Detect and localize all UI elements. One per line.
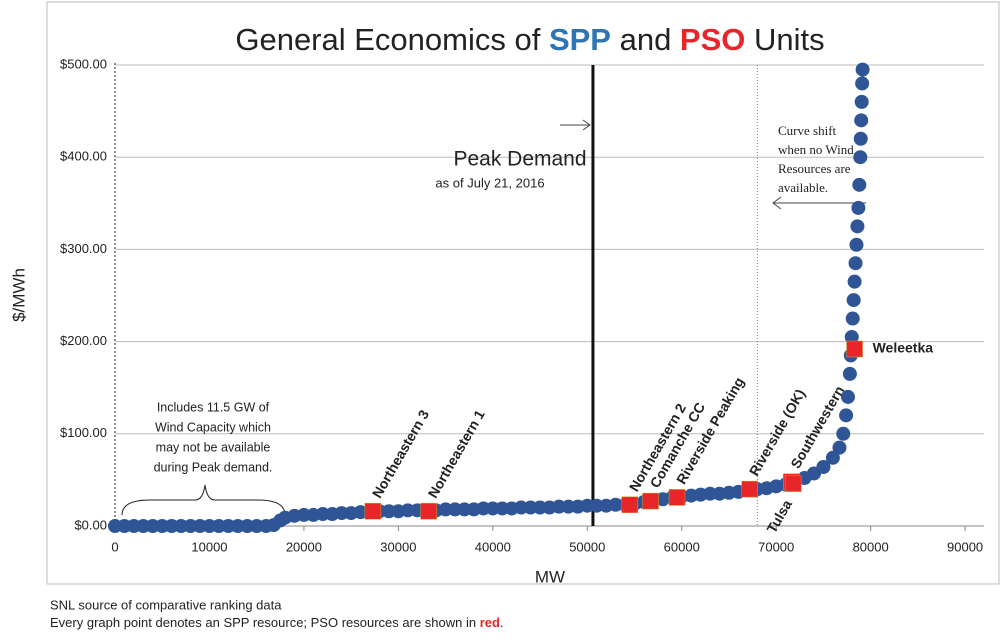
pso-point <box>364 502 382 520</box>
pso-point <box>846 340 863 358</box>
footnote-part: . <box>500 615 504 630</box>
point-label: Northeastern 1 <box>425 407 488 501</box>
data-point <box>840 389 855 404</box>
x-tick-label: 30000 <box>380 539 416 554</box>
annotation: Curve shift <box>778 123 837 138</box>
data-point <box>850 219 865 234</box>
annotation: Peak Demand <box>453 148 586 171</box>
footnote: Every graph point denotes an SPP resourc… <box>50 615 504 630</box>
footnote-part: Every graph point denotes an SPP resourc… <box>50 615 480 630</box>
data-point <box>832 440 847 455</box>
annotation: Resources are <box>778 161 851 176</box>
data-point <box>849 237 864 252</box>
peak-arrow <box>560 119 591 131</box>
annotation: during Peak demand. <box>154 460 273 474</box>
pso-point <box>642 492 659 510</box>
data-point <box>839 408 854 423</box>
pso-point <box>784 475 802 492</box>
title-part: PSO <box>680 22 745 57</box>
point-label: Northeastern 3 <box>369 407 432 501</box>
data-point <box>847 274 862 289</box>
pso-point <box>420 502 437 520</box>
data-point <box>855 76 870 91</box>
wind-brace <box>121 484 286 516</box>
data-point <box>836 426 851 441</box>
data-point <box>825 450 840 465</box>
annotation: available. <box>778 180 828 195</box>
data-point <box>845 311 860 326</box>
x-tick-label: 20000 <box>286 539 322 554</box>
pso-point <box>668 489 686 506</box>
x-tick-label: 10000 <box>191 539 227 554</box>
footnote-part: red <box>480 615 500 630</box>
data-point <box>854 94 869 109</box>
data-point <box>852 177 867 192</box>
x-tick-label: 50000 <box>569 539 605 554</box>
x-tick-label: 0 <box>111 539 118 554</box>
annotation: as of July 21, 2016 <box>435 175 544 190</box>
annotation: Wind Capacity which <box>155 420 271 434</box>
data-point <box>816 459 831 474</box>
y-tick-label: $500.00 <box>60 56 107 71</box>
x-tick-label: 90000 <box>947 539 983 554</box>
data-point <box>855 62 870 77</box>
x-tick-label: 60000 <box>664 539 700 554</box>
data-point <box>842 366 857 381</box>
shift-arrow <box>772 196 866 210</box>
pso-point <box>621 496 639 514</box>
point-label: Tulsa <box>763 497 795 536</box>
title-part: General Economics of <box>235 22 549 57</box>
data-point <box>853 150 868 165</box>
chart-title: General Economics of SPP and PSO Units <box>235 22 824 57</box>
title-part: Units <box>745 22 824 57</box>
data-point <box>848 256 863 271</box>
footnote: SNL source of comparative ranking data <box>50 597 282 612</box>
annotation: when no Wind <box>778 142 854 157</box>
x-tick-label: 70000 <box>758 539 794 554</box>
data-point <box>853 131 868 146</box>
annotation: Includes 11.5 GW of <box>157 400 270 414</box>
x-tick-label: 40000 <box>475 539 511 554</box>
data-point <box>846 293 861 308</box>
title-part: SPP <box>549 22 611 57</box>
title-part: and <box>611 22 680 57</box>
chart-frame <box>46 1 1000 585</box>
y-tick-label: $200.00 <box>60 333 107 348</box>
annotation: may not be available <box>156 440 271 454</box>
y-tick-label: $100.00 <box>60 425 107 440</box>
point-label: Weleetka <box>873 340 934 356</box>
y-tick-label: $400.00 <box>60 149 107 164</box>
y-tick-label: $300.00 <box>60 241 107 256</box>
data-point <box>854 113 869 128</box>
pso-point <box>741 480 758 498</box>
data-point <box>851 200 866 215</box>
y-axis-label: $/MWh <box>9 268 28 322</box>
data-point <box>844 329 859 344</box>
x-tick-label: 80000 <box>853 539 889 554</box>
y-tick-label: $0.00 <box>74 517 107 532</box>
x-axis-label: MW <box>535 567 565 586</box>
